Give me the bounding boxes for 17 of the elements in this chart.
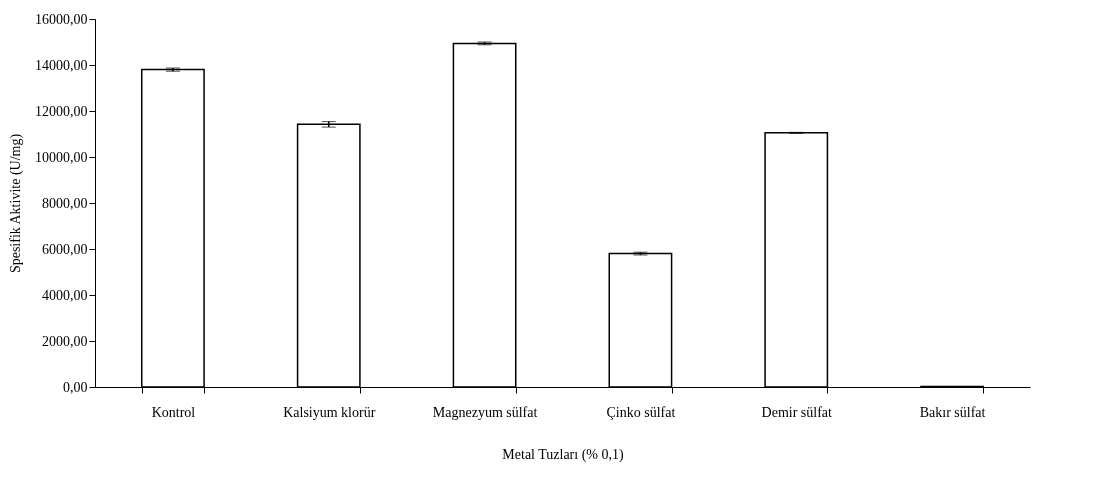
x-tick-label: Kalsiyum klorür <box>283 404 376 420</box>
x-tick-label: Bakır sülfat <box>919 404 986 420</box>
y-tick-label: 16000,00 <box>35 11 88 27</box>
x-axis-title: Metal Tuzları (% 0,1) <box>502 446 624 463</box>
y-tick-label: 2000,00 <box>42 333 88 349</box>
x-tick-label: Kontrol <box>151 404 196 420</box>
y-tick-label: 12000,00 <box>35 103 88 119</box>
x-tick-label: Magnezyum sülfat <box>432 404 538 420</box>
x-tick-label: Çinko sülfat <box>606 404 676 420</box>
y-tick-label: 6000,00 <box>42 241 88 257</box>
y-tick-label: 10000,00 <box>35 149 88 165</box>
y-tick-label: 0,00 <box>63 379 88 395</box>
x-tick-label: Demir sülfat <box>761 404 833 420</box>
y-tick-label: 14000,00 <box>35 57 88 73</box>
y-axis-title: Spesifik Aktivite (U/mg) <box>8 133 24 274</box>
y-tick-label: 4000,00 <box>42 287 88 303</box>
y-tick-label: 8000,00 <box>42 195 88 211</box>
